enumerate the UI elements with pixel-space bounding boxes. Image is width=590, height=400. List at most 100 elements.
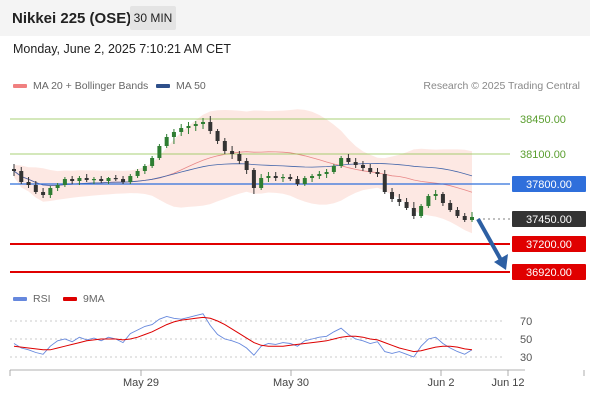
candle-body bbox=[128, 176, 133, 182]
instrument-title: Nikkei 225 (OSE) bbox=[12, 10, 132, 27]
candle-body bbox=[19, 171, 24, 182]
candle-body bbox=[302, 178, 307, 184]
candle-body bbox=[113, 178, 118, 180]
candle-body bbox=[215, 131, 220, 141]
x-tick-label-3: Jun 12 bbox=[491, 377, 524, 389]
ma50-legend-label: MA 50 bbox=[176, 80, 206, 92]
candle-body bbox=[397, 199, 402, 202]
candle-body bbox=[310, 176, 315, 178]
candle-body bbox=[237, 154, 242, 161]
candle-body bbox=[121, 179, 126, 182]
candle-body bbox=[33, 185, 38, 192]
ma20-legend-label: MA 20 + Bollinger Bands bbox=[33, 80, 149, 92]
level-label-1: 38100.00 bbox=[520, 149, 566, 161]
rsi-line bbox=[13, 313, 473, 358]
candle-body bbox=[222, 141, 227, 151]
x-tick-label-2: Jun 2 bbox=[428, 377, 455, 389]
candle-body bbox=[77, 178, 82, 181]
candle-body bbox=[470, 217, 474, 220]
candle-body bbox=[382, 174, 387, 192]
candle-body bbox=[55, 185, 60, 188]
candle-body bbox=[186, 126, 191, 128]
level-label-0: 38450.00 bbox=[520, 114, 566, 126]
level-label-2: 37800.00 bbox=[526, 179, 572, 191]
x-tick-label-1: May 30 bbox=[273, 377, 309, 389]
candle-body bbox=[259, 178, 264, 188]
candle-body bbox=[208, 122, 213, 131]
candle-body bbox=[455, 210, 460, 216]
candle-body bbox=[433, 194, 438, 196]
candle-body bbox=[157, 146, 162, 158]
candle-body bbox=[368, 168, 373, 172]
candle-body bbox=[150, 158, 155, 166]
copyright-text: Research © 2025 Trading Central bbox=[423, 80, 580, 92]
candle-body bbox=[331, 166, 336, 172]
candle-body bbox=[70, 179, 75, 181]
candle-body bbox=[411, 208, 416, 216]
ma50-swatch bbox=[156, 84, 170, 89]
candle-body bbox=[164, 137, 169, 146]
level-label-box-3 bbox=[512, 211, 586, 227]
candle-body bbox=[324, 172, 329, 174]
ma20-swatch bbox=[13, 84, 27, 89]
candle-body bbox=[426, 196, 431, 206]
candle-body bbox=[448, 203, 453, 210]
candle-body bbox=[273, 176, 278, 178]
level-label-4: 37200.00 bbox=[526, 239, 572, 251]
level-label-box-5 bbox=[512, 264, 586, 280]
candle-body bbox=[346, 158, 351, 162]
candle-body bbox=[244, 161, 249, 170]
level-label-3: 37450.00 bbox=[526, 214, 572, 226]
rsi-legend-label: RSI bbox=[33, 293, 51, 305]
candle-body bbox=[462, 216, 467, 220]
candle-body bbox=[266, 176, 271, 178]
forecast-arrow-shaft bbox=[476, 218, 503, 261]
timeframe-button[interactable]: 30 MIN bbox=[130, 6, 176, 30]
candle-body bbox=[404, 202, 409, 208]
ma50-line bbox=[13, 162, 473, 186]
candle-body bbox=[84, 178, 89, 180]
ma50-legend: MA 50 bbox=[156, 80, 206, 92]
ma9-legend: 9MA bbox=[63, 293, 105, 305]
candle-body bbox=[12, 169, 16, 171]
candle-body bbox=[419, 206, 424, 216]
rsi-level-label-0: 70 bbox=[520, 316, 532, 328]
candle-body bbox=[295, 179, 300, 184]
rsi-level-label-2: 30 bbox=[520, 352, 532, 364]
rsi-legend: RSI bbox=[13, 293, 51, 305]
candle-body bbox=[339, 158, 344, 166]
x-tick-label-0: May 29 bbox=[123, 377, 159, 389]
candle-body bbox=[62, 179, 67, 185]
level-label-box-2 bbox=[512, 176, 586, 192]
candle-body bbox=[171, 132, 176, 137]
ma9-legend-label: 9MA bbox=[83, 293, 105, 305]
rsi-level-label-1: 50 bbox=[520, 334, 532, 346]
candle-body bbox=[142, 166, 147, 171]
candle-body bbox=[360, 165, 365, 168]
candle-body bbox=[91, 179, 96, 181]
candle-body bbox=[135, 171, 140, 176]
ma20-legend: MA 20 + Bollinger Bands bbox=[13, 80, 148, 92]
level-label-box-4 bbox=[512, 236, 586, 252]
ma9-swatch bbox=[63, 297, 77, 302]
candle-body bbox=[48, 188, 53, 195]
candle-body bbox=[288, 177, 293, 179]
candle-body bbox=[99, 179, 104, 181]
datetime-label: Monday, June 2, 2025 7:10:21 AM CET bbox=[13, 42, 231, 56]
candle-body bbox=[193, 124, 198, 126]
candle-body bbox=[106, 178, 111, 181]
candle-body bbox=[201, 122, 206, 124]
candle-body bbox=[179, 128, 184, 132]
candle-body bbox=[440, 194, 445, 203]
candle-body bbox=[26, 182, 31, 185]
candle-body bbox=[41, 192, 46, 195]
candle-body bbox=[251, 170, 256, 188]
bollinger-band bbox=[14, 109, 472, 234]
candle-body bbox=[353, 162, 358, 165]
candle-body bbox=[230, 151, 235, 154]
forecast-arrow-head bbox=[494, 254, 508, 270]
candle-body bbox=[375, 172, 380, 174]
candle-body bbox=[317, 174, 322, 176]
rsi-ma-line bbox=[13, 316, 473, 353]
